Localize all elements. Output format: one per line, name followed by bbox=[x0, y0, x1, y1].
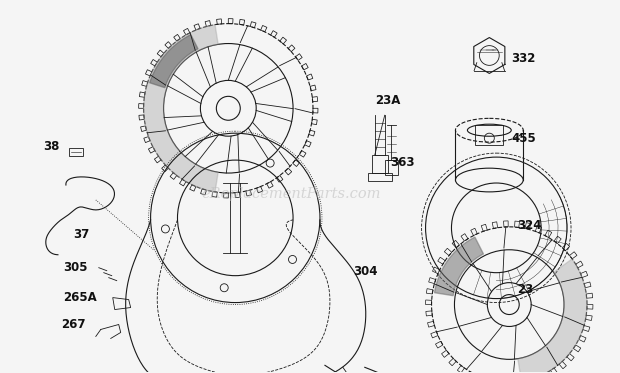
Text: eReplacementParts.com: eReplacementParts.com bbox=[202, 187, 381, 201]
Polygon shape bbox=[144, 25, 218, 192]
Text: 37: 37 bbox=[73, 228, 89, 241]
Text: 38: 38 bbox=[43, 140, 60, 153]
Text: 304: 304 bbox=[353, 265, 378, 278]
Polygon shape bbox=[435, 237, 484, 296]
Text: 455: 455 bbox=[512, 132, 536, 145]
Text: 324: 324 bbox=[517, 219, 542, 232]
Text: 305: 305 bbox=[63, 261, 87, 274]
Text: 332: 332 bbox=[512, 52, 536, 65]
Polygon shape bbox=[149, 35, 198, 88]
Text: 23A: 23A bbox=[374, 94, 400, 107]
Text: 265A: 265A bbox=[63, 291, 97, 304]
Polygon shape bbox=[518, 259, 587, 373]
Text: 363: 363 bbox=[390, 156, 414, 169]
Text: 23: 23 bbox=[517, 283, 533, 296]
Text: 267: 267 bbox=[61, 318, 86, 331]
